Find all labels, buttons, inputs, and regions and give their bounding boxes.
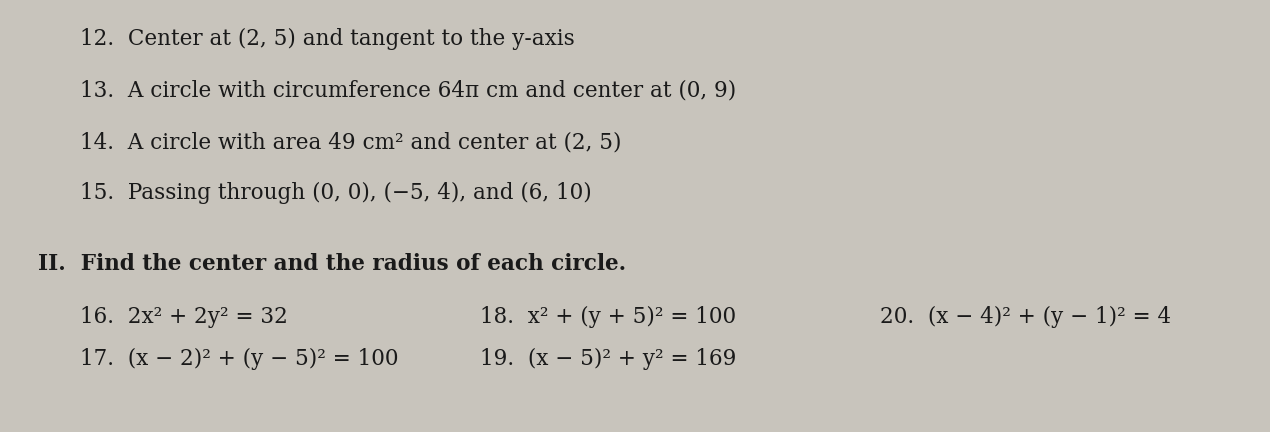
Text: II.  Find the center and the radius of each circle.: II. Find the center and the radius of ea… bbox=[38, 253, 626, 275]
Text: 17.  (x − 2)² + (y − 5)² = 100: 17. (x − 2)² + (y − 5)² = 100 bbox=[80, 348, 399, 370]
Text: 14.  A circle with area 49 cm² and center at (2, 5): 14. A circle with area 49 cm² and center… bbox=[80, 132, 621, 154]
Text: 19.  (x − 5)² + y² = 169: 19. (x − 5)² + y² = 169 bbox=[480, 348, 737, 370]
Text: 20.  (x − 4)² + (y − 1)² = 4: 20. (x − 4)² + (y − 1)² = 4 bbox=[880, 306, 1171, 328]
Text: 15.  Passing through (0, 0), (−5, 4), and (6, 10): 15. Passing through (0, 0), (−5, 4), and… bbox=[80, 182, 592, 204]
Text: 18.  x² + (y + 5)² = 100: 18. x² + (y + 5)² = 100 bbox=[480, 306, 737, 328]
Text: 16.  2x² + 2y² = 32: 16. 2x² + 2y² = 32 bbox=[80, 306, 288, 328]
Text: 12.  Center at (2, 5) and tangent to the y-axis: 12. Center at (2, 5) and tangent to the … bbox=[80, 28, 575, 50]
Text: 13.  A circle with circumference 64π cm and center at (0, 9): 13. A circle with circumference 64π cm a… bbox=[80, 80, 737, 102]
